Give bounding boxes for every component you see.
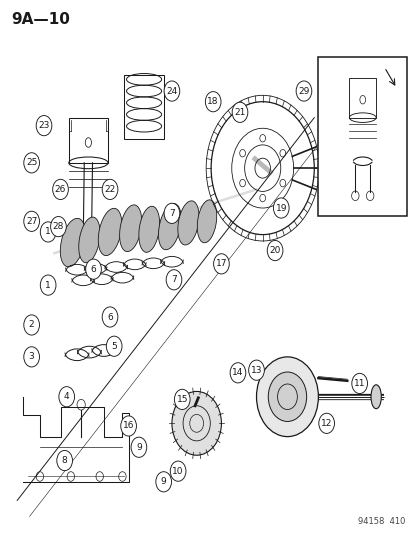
Circle shape <box>232 102 247 123</box>
Circle shape <box>273 198 288 218</box>
Text: 25: 25 <box>26 158 37 167</box>
Circle shape <box>295 81 311 101</box>
Circle shape <box>36 116 52 136</box>
Text: 94158  410: 94158 410 <box>357 517 404 526</box>
Text: 7: 7 <box>169 209 174 218</box>
Text: 20: 20 <box>269 246 280 255</box>
Circle shape <box>248 360 264 380</box>
Circle shape <box>230 363 245 383</box>
Bar <box>124 75 163 139</box>
Circle shape <box>174 389 190 409</box>
Circle shape <box>24 153 39 173</box>
Text: 12: 12 <box>320 419 332 428</box>
Text: 10: 10 <box>172 467 183 475</box>
Circle shape <box>268 372 306 422</box>
Circle shape <box>164 203 179 223</box>
Text: 13: 13 <box>250 366 261 375</box>
Circle shape <box>52 179 68 199</box>
Text: 7: 7 <box>171 275 176 284</box>
Circle shape <box>166 270 181 290</box>
Circle shape <box>24 347 39 367</box>
Text: 29: 29 <box>297 86 309 95</box>
Circle shape <box>121 416 136 436</box>
Circle shape <box>57 450 72 471</box>
Text: 9: 9 <box>136 443 141 452</box>
Text: 23: 23 <box>38 121 50 130</box>
Text: 8: 8 <box>62 456 67 465</box>
Text: 26: 26 <box>55 185 66 194</box>
Text: 18: 18 <box>207 97 218 106</box>
Circle shape <box>131 437 146 457</box>
Ellipse shape <box>119 205 141 252</box>
Circle shape <box>85 259 101 279</box>
Text: 21: 21 <box>234 108 245 117</box>
Text: 14: 14 <box>232 368 243 377</box>
Text: 16: 16 <box>123 422 134 431</box>
Circle shape <box>106 336 122 357</box>
Ellipse shape <box>158 204 181 250</box>
Circle shape <box>171 391 221 455</box>
Circle shape <box>164 81 179 101</box>
Bar <box>318 56 406 216</box>
Circle shape <box>50 216 66 237</box>
Ellipse shape <box>98 208 121 256</box>
Bar <box>69 118 108 163</box>
Circle shape <box>40 275 56 295</box>
Ellipse shape <box>197 200 216 243</box>
Circle shape <box>155 472 171 492</box>
Text: 1: 1 <box>45 280 51 289</box>
Bar <box>349 78 375 118</box>
Circle shape <box>170 461 185 481</box>
Text: 4: 4 <box>64 392 69 401</box>
Text: 11: 11 <box>353 379 365 388</box>
Circle shape <box>24 211 39 231</box>
Ellipse shape <box>370 385 380 409</box>
Text: 6: 6 <box>90 265 96 273</box>
Circle shape <box>59 386 74 407</box>
Text: 24: 24 <box>166 86 177 95</box>
Text: 19: 19 <box>275 204 286 213</box>
Text: 22: 22 <box>104 185 115 194</box>
Ellipse shape <box>60 219 85 267</box>
Text: 5: 5 <box>111 342 117 351</box>
Text: 9A—10: 9A—10 <box>11 12 70 27</box>
Circle shape <box>24 315 39 335</box>
Circle shape <box>102 179 118 199</box>
Circle shape <box>267 240 282 261</box>
Circle shape <box>40 222 56 242</box>
Text: 28: 28 <box>52 222 64 231</box>
Circle shape <box>205 92 221 112</box>
Circle shape <box>351 373 367 393</box>
Text: 2: 2 <box>29 320 34 329</box>
Circle shape <box>256 357 318 437</box>
Text: 9: 9 <box>160 478 166 486</box>
Ellipse shape <box>178 201 199 245</box>
Text: 3: 3 <box>28 352 34 361</box>
Circle shape <box>318 413 334 433</box>
Text: 17: 17 <box>215 260 227 268</box>
Text: 6: 6 <box>107 312 113 321</box>
Text: 15: 15 <box>176 395 188 404</box>
Circle shape <box>102 307 118 327</box>
Ellipse shape <box>138 206 159 252</box>
Text: 27: 27 <box>26 217 37 226</box>
Text: 1: 1 <box>45 228 51 237</box>
Circle shape <box>213 254 229 274</box>
Ellipse shape <box>78 217 100 263</box>
